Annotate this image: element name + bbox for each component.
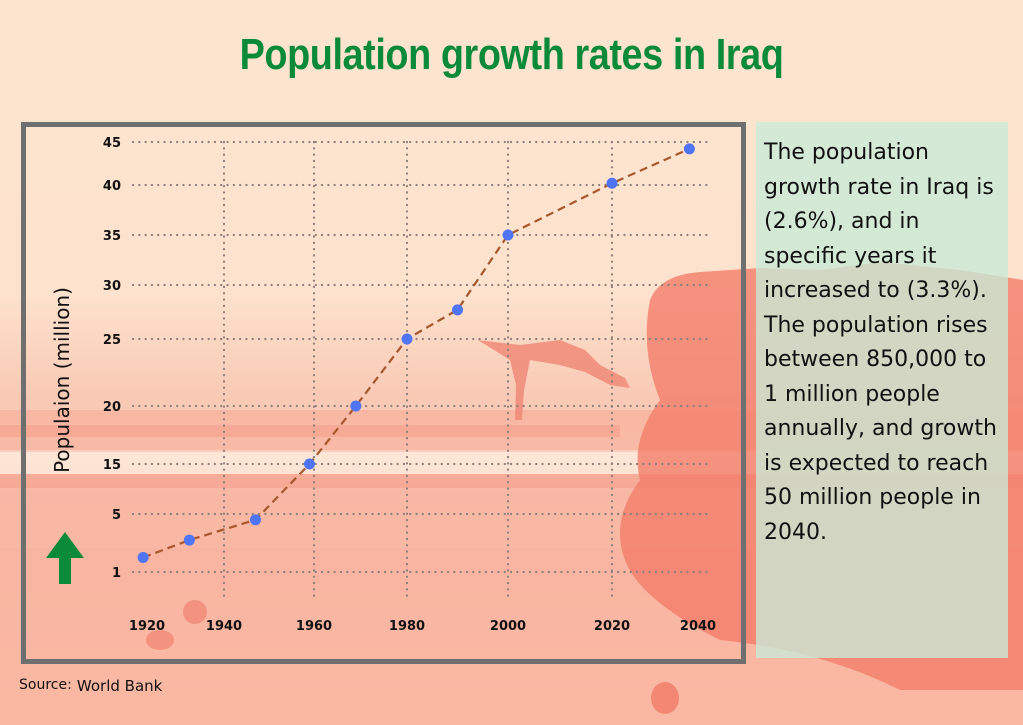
horizontal-gridlines bbox=[131, 140, 710, 574]
series-line bbox=[142, 147, 690, 559]
data-point-2000 bbox=[502, 229, 514, 241]
y-tick-label: 40 bbox=[103, 179, 121, 194]
info-box bbox=[756, 122, 1008, 658]
y-tick-label: 25 bbox=[103, 333, 121, 348]
y-tick-label: 5 bbox=[112, 508, 121, 523]
data-point-1919 bbox=[137, 552, 149, 563]
info-text: The population growth rate in Iraq is (2… bbox=[764, 140, 997, 545]
x-tick-label: 2020 bbox=[594, 619, 630, 634]
data-point-1980 bbox=[401, 333, 413, 345]
data-point-1931 bbox=[183, 534, 195, 546]
chart-frame bbox=[21, 122, 746, 664]
source-value: World Bank bbox=[76, 677, 163, 695]
data-point-2020 bbox=[606, 177, 618, 189]
y-tick-label: 20 bbox=[103, 400, 121, 415]
x-axis-tick-labels: 1920 1940 1960 1980 2000 2020 2040 bbox=[129, 619, 716, 634]
data-point-2038 bbox=[683, 143, 695, 155]
x-tick-label: 1940 bbox=[206, 619, 242, 634]
series-points-group bbox=[137, 143, 695, 563]
y-tick-label: 1 bbox=[112, 566, 121, 581]
data-point-1947 bbox=[250, 514, 261, 526]
y-tick-label: 35 bbox=[103, 229, 121, 244]
x-tick-label: 1980 bbox=[389, 619, 425, 634]
y-tick-label: 15 bbox=[103, 458, 121, 473]
x-tick-label: 2000 bbox=[490, 619, 526, 634]
data-point-1959 bbox=[304, 458, 315, 470]
data-point-1990 bbox=[452, 304, 463, 316]
page-title: Population growth rates in Iraq bbox=[239, 30, 784, 79]
source-label: Source: bbox=[19, 677, 72, 693]
y-axis-label: Populaion (million) bbox=[50, 287, 74, 473]
vertical-gridlines bbox=[222, 140, 614, 598]
x-tick-label: 2040 bbox=[680, 619, 716, 634]
y-tick-label: 30 bbox=[103, 279, 121, 294]
source-note: Source: World Bank bbox=[19, 676, 162, 695]
x-tick-label: 1920 bbox=[129, 619, 165, 634]
series-line-group bbox=[142, 147, 690, 559]
x-tick-label: 1960 bbox=[296, 619, 332, 634]
up-arrow-icon bbox=[46, 532, 84, 584]
y-tick-label: 45 bbox=[103, 136, 121, 151]
data-point-1969 bbox=[350, 400, 362, 412]
